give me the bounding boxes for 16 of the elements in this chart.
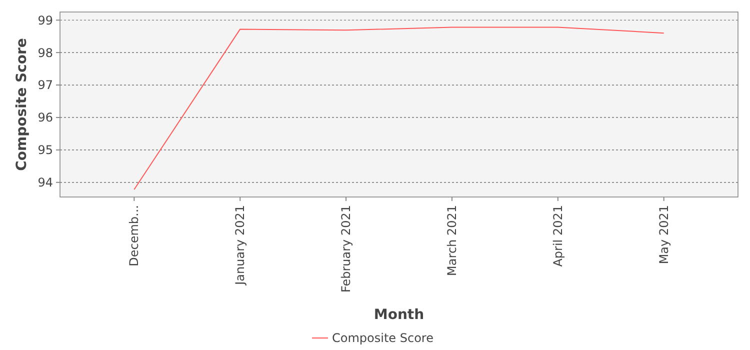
line-series	[134, 26, 664, 190]
x-tick-label: February 2021	[339, 205, 354, 293]
y-tick-label: 99	[38, 13, 53, 28]
x-tick-label: April 2021	[550, 205, 565, 267]
y-tick-label: 96	[38, 110, 53, 125]
x-tick-label: March 2021	[444, 205, 459, 276]
y-tick-label: 95	[38, 143, 53, 158]
y-tick-label: 98	[38, 46, 53, 60]
legend-label: Composite Score	[332, 331, 434, 346]
y-tick-label: 94	[38, 176, 53, 190]
x-tick-label: May 2021	[656, 205, 671, 264]
y-tick-label: 97	[38, 78, 53, 92]
x-axis-title: Month	[374, 307, 424, 323]
x-tick-label: January 2021	[233, 205, 248, 286]
y-axis-title: Composite Score	[14, 38, 30, 171]
x-tick-label: Decemb...	[127, 205, 142, 266]
